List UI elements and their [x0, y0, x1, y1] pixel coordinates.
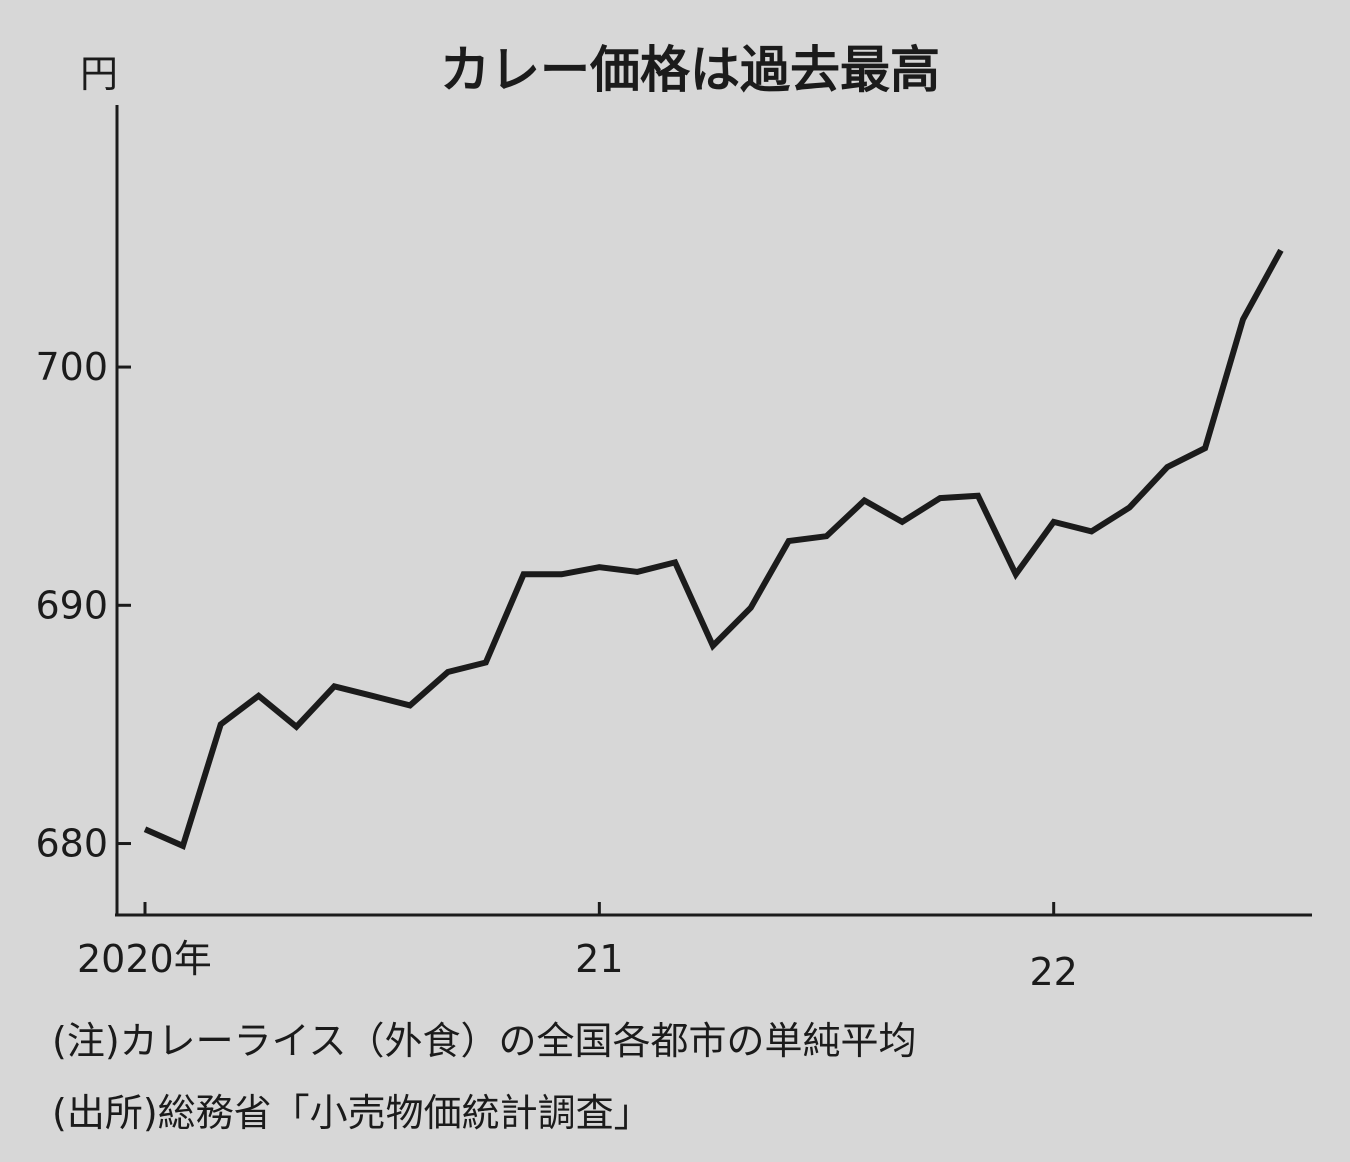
x-tick-label: 2020年	[77, 937, 212, 981]
y-tick-label: 690	[35, 583, 108, 627]
y-tick-label: 700	[35, 345, 108, 389]
y-unit-label: 円	[80, 52, 118, 96]
x-tick-label: 21	[575, 937, 623, 981]
footnote: (注)カレーライス（外食）の全国各都市の単純平均	[52, 1019, 917, 1063]
series-layer	[143, 248, 1284, 851]
price-line	[143, 248, 1284, 851]
source-note: (出所)総務省「小売物価統計調査」	[52, 1091, 652, 1135]
line-chart: カレー価格は過去最高 円 680 690 700 2020年 21 22	[35, 41, 1312, 994]
y-tick-label: 680	[35, 822, 108, 866]
x-tick-label: 22	[1030, 950, 1078, 994]
y-axis: 680 690 700	[35, 345, 131, 866]
chart-title: カレー価格は過去最高	[440, 41, 940, 99]
x-axis: 2020年 21 22	[77, 902, 1078, 994]
